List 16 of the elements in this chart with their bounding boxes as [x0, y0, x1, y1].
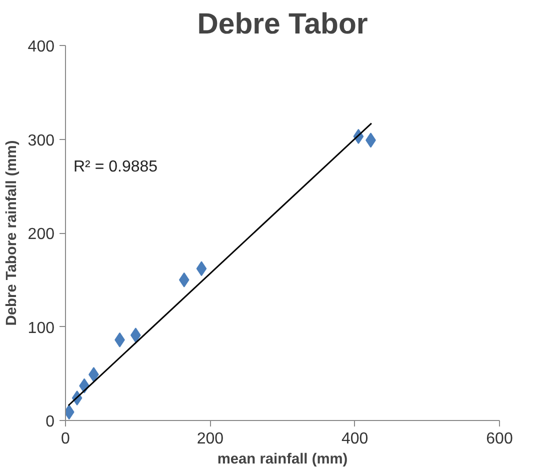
point [130, 328, 141, 343]
point [178, 272, 190, 288]
chart-title: Debre Tabor [197, 8, 368, 40]
x-tick-label: 400 [341, 430, 368, 448]
y-axis-title: Debre Tabore rainfall (mm) [4, 140, 20, 326]
x-tick-label: 0 [61, 430, 70, 448]
x-tick-label: 600 [486, 430, 513, 448]
x-axis-title: mean rainfall (mm) [217, 452, 348, 468]
point [196, 261, 207, 276]
y-tick-label: 400 [28, 38, 55, 56]
x-tick-label: 200 [196, 430, 224, 448]
annotation: R² = 0.9885 [74, 158, 158, 176]
y-tick-label: 300 [28, 132, 55, 150]
y-tick-label: 100 [28, 320, 55, 337]
y-tick-label: 0 [46, 414, 55, 430]
y-tick-label: 200 [28, 226, 55, 243]
